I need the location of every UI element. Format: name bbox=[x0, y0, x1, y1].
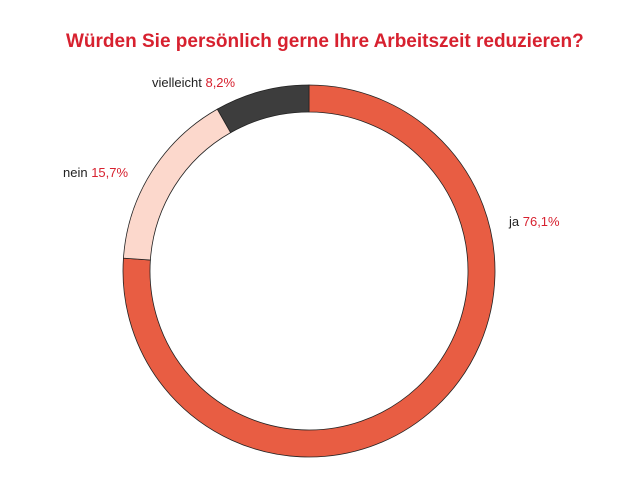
slice-labels: ja 76,1% nein 15,7% vielleicht 8,2% bbox=[63, 75, 560, 229]
donut-slices bbox=[122, 84, 496, 458]
donut-slice-ja bbox=[122, 84, 496, 458]
donut-slice-nein bbox=[123, 108, 232, 261]
slice-category-vielleicht: vielleicht bbox=[152, 75, 205, 90]
slice-category-nein: nein bbox=[63, 165, 91, 180]
slice-value-nein: 15,7% bbox=[91, 165, 128, 180]
slice-label-ja: ja 76,1% bbox=[508, 214, 560, 229]
slice-category-ja: ja bbox=[508, 214, 523, 229]
slice-label-nein: nein 15,7% bbox=[63, 165, 129, 180]
donut-slice-vielleicht bbox=[216, 84, 310, 134]
slice-value-ja: 76,1% bbox=[523, 214, 560, 229]
slice-value-vielleicht: 8,2% bbox=[205, 75, 235, 90]
chart-title: Würden Sie persönlich gerne Ihre Arbeits… bbox=[66, 31, 584, 52]
slice-label-vielleicht: vielleicht 8,2% bbox=[152, 75, 236, 90]
